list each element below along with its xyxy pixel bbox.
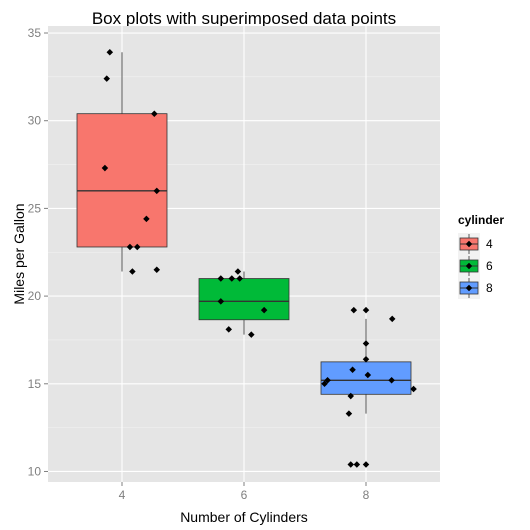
data-point <box>388 315 396 323</box>
data-point <box>248 331 255 338</box>
legend-label: 4 <box>486 237 493 251</box>
data-point <box>321 380 328 388</box>
data-point <box>126 243 134 251</box>
data-point <box>143 215 150 223</box>
data-point <box>347 461 355 468</box>
y-tick-label: 10 <box>28 464 42 478</box>
boxes-layer <box>76 52 412 414</box>
data-point <box>353 461 361 468</box>
data-point <box>225 326 233 333</box>
data-point <box>388 377 395 384</box>
data-point <box>350 306 358 314</box>
data-point <box>236 275 243 282</box>
y-tick-label: 35 <box>28 26 42 40</box>
data-point <box>362 461 370 468</box>
data-point <box>324 377 331 384</box>
box-8 <box>320 361 412 395</box>
legend-key-point <box>465 262 473 270</box>
data-point <box>133 243 141 251</box>
data-point <box>347 392 355 400</box>
data-point <box>345 410 353 417</box>
y-tick-label: 30 <box>28 114 42 128</box>
legend-label: 8 <box>486 281 493 295</box>
data-point <box>103 75 111 82</box>
data-point <box>410 385 417 393</box>
y-tick-label: 20 <box>28 289 42 303</box>
legend-label: 6 <box>486 259 493 273</box>
data-point <box>106 49 114 56</box>
x-tick-label: 4 <box>119 488 126 502</box>
legend-title: cylinder <box>458 213 504 227</box>
legend-key-point <box>465 240 473 248</box>
data-point <box>362 340 370 347</box>
box-6 <box>198 278 290 321</box>
data-point <box>217 275 225 282</box>
data-point <box>217 298 225 305</box>
data-point <box>151 110 158 117</box>
y-axis: 10 15 20 25 30 35 <box>28 26 48 478</box>
chart-title: Box plots with superimposed data points <box>92 9 396 28</box>
x-tick-label: 8 <box>363 488 370 502</box>
data-point <box>364 371 372 379</box>
x-axis: 4 6 8 <box>119 482 370 502</box>
legend: cylinder 4 6 8 <box>458 213 504 299</box>
data-point <box>260 306 268 314</box>
data-point <box>153 266 161 274</box>
data-point <box>228 275 236 282</box>
data-point <box>153 187 161 195</box>
x-axis-title: Number of Cylinders <box>180 509 308 525</box>
data-point <box>362 355 370 363</box>
data-point <box>349 366 356 374</box>
y-tick-label: 25 <box>28 201 42 215</box>
data-point <box>362 306 370 314</box>
legend-key-point <box>465 284 473 292</box>
box-4 <box>76 113 168 248</box>
y-axis-title: Miles per Gallon <box>11 203 27 304</box>
x-tick-label: 6 <box>241 488 248 502</box>
data-points-layer <box>101 49 417 468</box>
data-point <box>101 164 109 172</box>
y-tick-label: 15 <box>28 377 42 391</box>
